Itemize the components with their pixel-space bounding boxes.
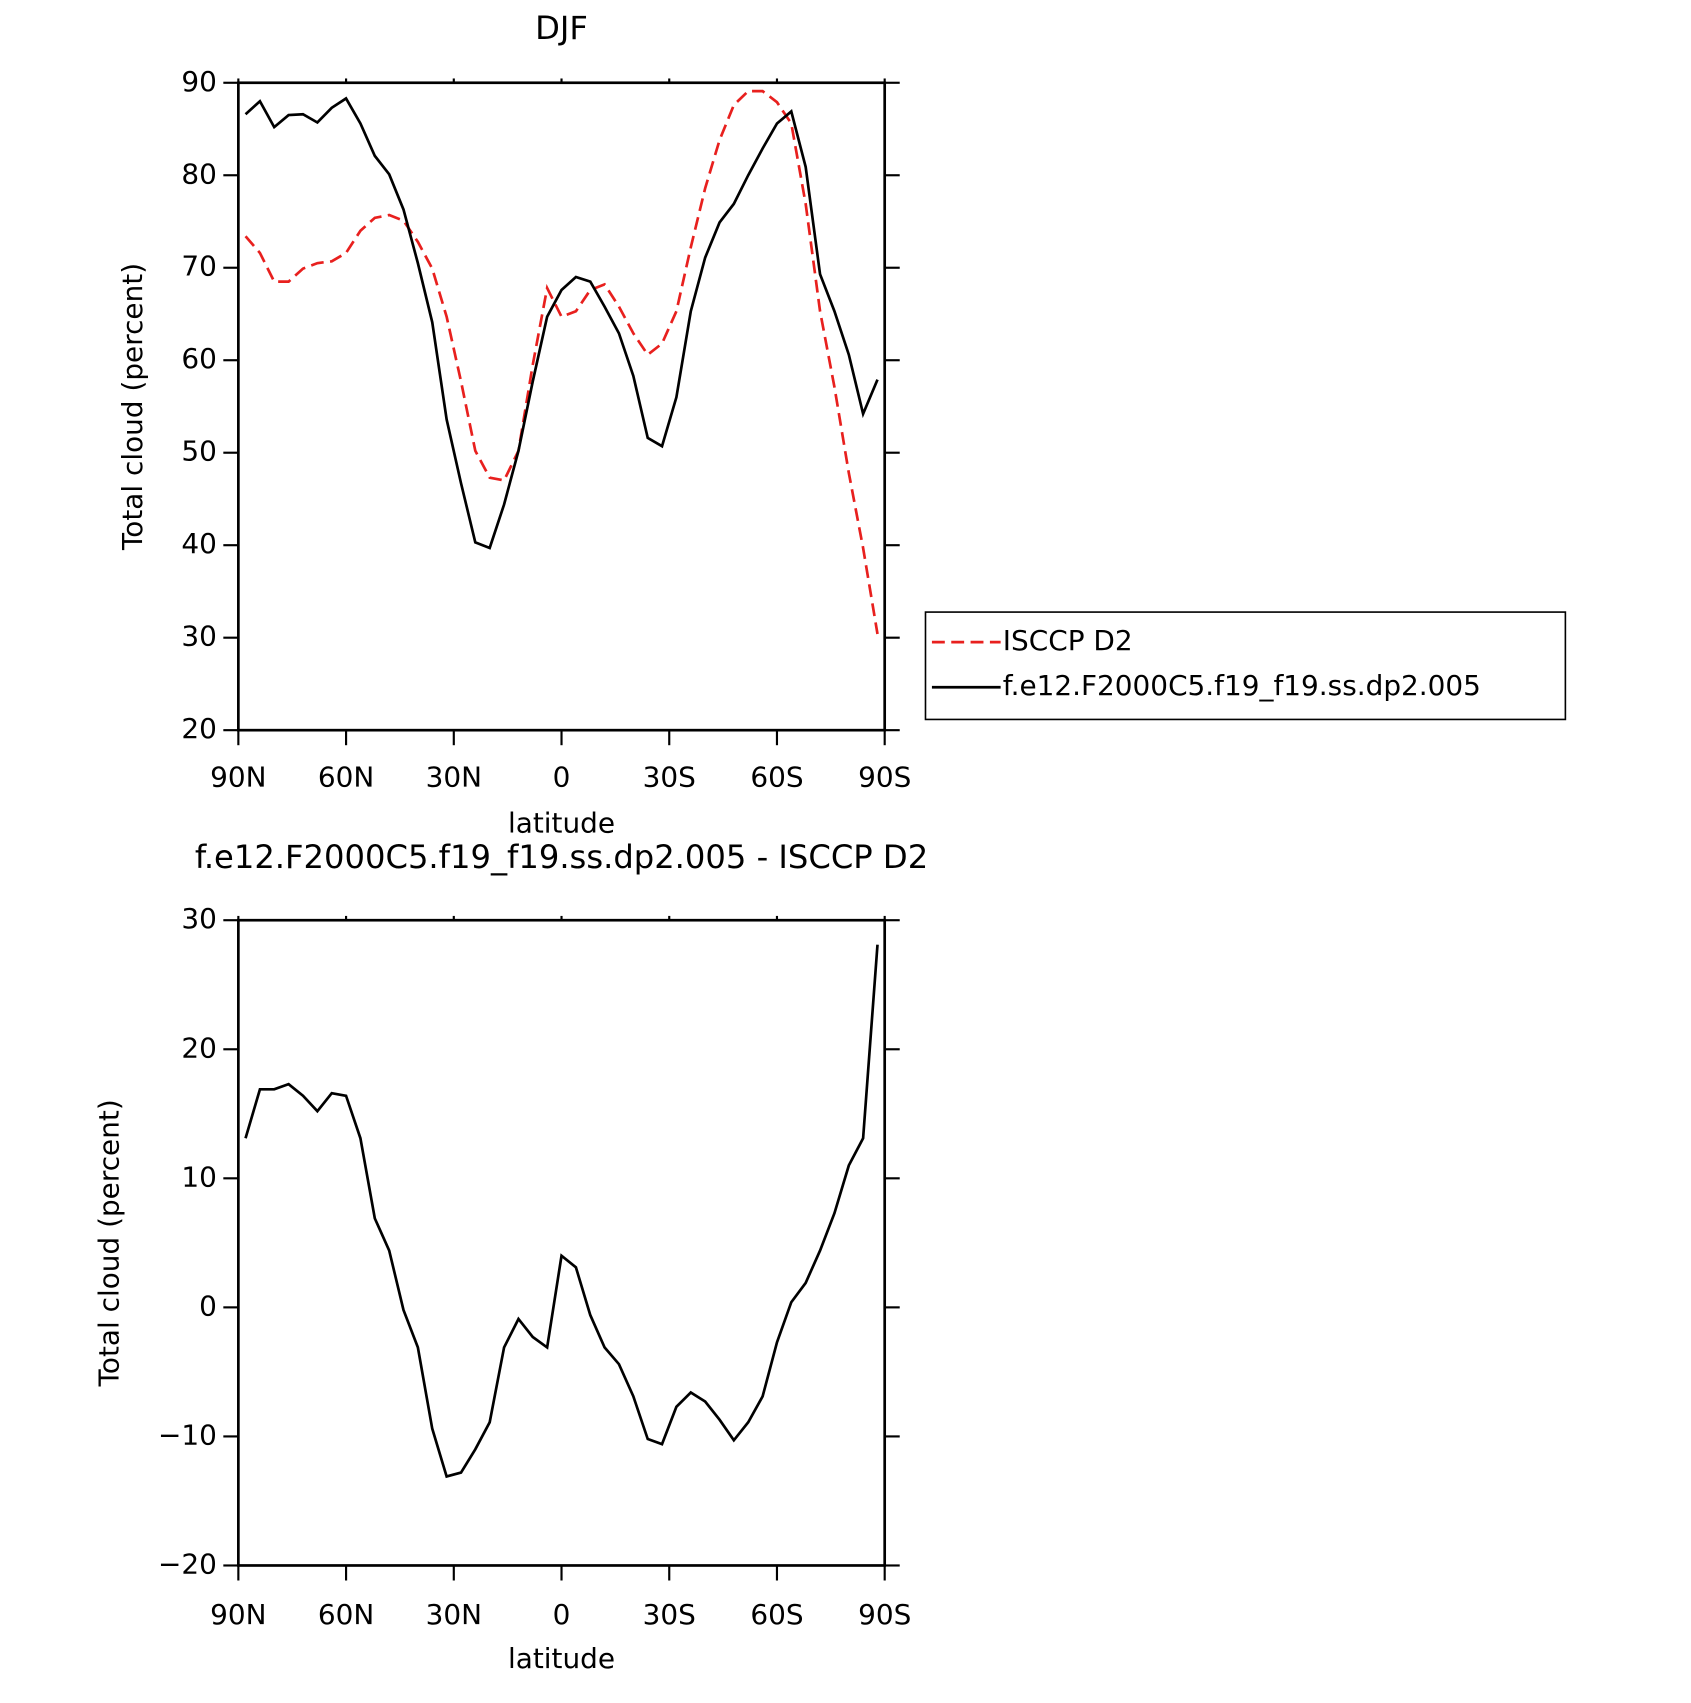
x-tick-label: 30S (643, 760, 696, 793)
x-tick-label: 90S (858, 760, 911, 793)
legend-label: f.e12.F2000C5.f19_f19.ss.dp2.005 (1003, 669, 1481, 702)
x-axis-label: latitude (508, 1642, 615, 1675)
y-tick-label: 80 (181, 157, 217, 190)
plot-frame (237, 81, 887, 732)
y-axis-label: Total cloud (percent) (93, 1099, 126, 1387)
chart-title: DJF (535, 9, 588, 47)
data-line (244, 96, 879, 550)
y-tick-label: 60 (181, 342, 217, 375)
x-tick-label: 90N (210, 760, 266, 793)
y-axis-label: Total cloud (percent) (116, 263, 149, 551)
x-tick-label: 0 (553, 760, 571, 793)
plot-frame (237, 918, 887, 1567)
x-tick-label: 60N (318, 760, 374, 793)
y-tick-label: 90 (181, 65, 217, 98)
legend-label: ISCCP D2 (1003, 624, 1133, 657)
y-tick-label: 20 (181, 712, 217, 745)
y-tick-label: 40 (181, 527, 217, 560)
y-tick-label: 0 (199, 1289, 217, 1322)
y-tick-label: 30 (181, 902, 217, 935)
chart-title: f.e12.F2000C5.f19_f19.ss.dp2.005 - ISCCP… (195, 838, 928, 876)
y-tick-label: −20 (158, 1547, 217, 1580)
x-tick-label: 60S (750, 1598, 803, 1631)
x-tick-label: 60S (750, 760, 803, 793)
y-tick-label: 70 (181, 250, 217, 283)
data-line (244, 944, 879, 1479)
data-line (244, 89, 879, 635)
x-tick-label: 30N (426, 760, 482, 793)
y-tick-label: −10 (158, 1418, 217, 1451)
x-tick-label: 30N (426, 1598, 482, 1631)
y-tick-label: 10 (181, 1160, 217, 1193)
y-tick-label: 50 (181, 435, 217, 468)
y-tick-label: 20 (181, 1031, 217, 1064)
x-tick-label: 60N (318, 1598, 374, 1631)
x-tick-label: 30S (643, 1598, 696, 1631)
x-tick-label: 90S (858, 1598, 911, 1631)
y-tick-label: 30 (181, 620, 217, 653)
x-axis-label: latitude (508, 807, 615, 840)
legend-box (924, 611, 1567, 721)
x-tick-label: 0 (553, 1598, 571, 1631)
x-tick-label: 90N (210, 1598, 266, 1631)
